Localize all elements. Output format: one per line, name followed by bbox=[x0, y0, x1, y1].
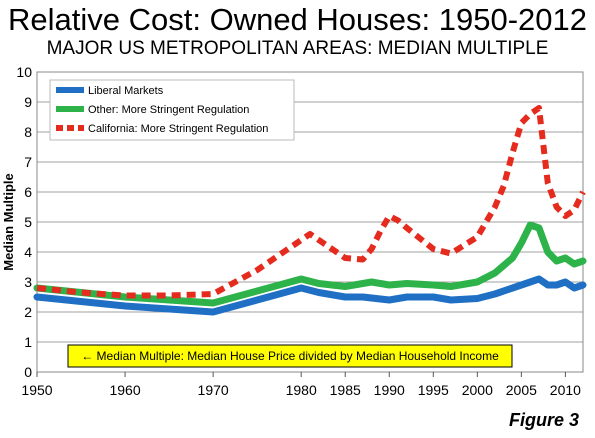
chart-title: Relative Cost: Owned Houses: 1950-2012 bbox=[8, 2, 587, 37]
annotation-box: ← Median Multiple: Median House Price di… bbox=[67, 344, 513, 368]
x-tick-label: 2010 bbox=[550, 382, 581, 398]
x-tick-label: 1995 bbox=[418, 382, 449, 398]
x-axis-ticks: 1950 1960 1970 1980 1985 1990 1995 2000 2005 2010 bbox=[21, 372, 581, 398]
series-lines bbox=[33, 105, 587, 316]
x-tick-label: 1980 bbox=[286, 382, 317, 398]
y-axis-ticks: 0 1 2 3 4 5 6 7 8 9 10 bbox=[16, 64, 32, 380]
y-axis-label: Median Multiple bbox=[1, 173, 16, 271]
y-tick-label: 2 bbox=[24, 304, 32, 320]
y-tick-label: 4 bbox=[24, 244, 32, 260]
legend-box bbox=[49, 79, 295, 141]
y-tick-label: 8 bbox=[24, 124, 32, 140]
series-line bbox=[36, 105, 586, 299]
series-line bbox=[33, 221, 587, 307]
y-tick-label: 3 bbox=[24, 274, 32, 290]
y-tick-label: 1 bbox=[24, 334, 32, 350]
series-line bbox=[33, 275, 587, 316]
annotation-background bbox=[67, 344, 513, 368]
x-tick-label: 1950 bbox=[21, 382, 52, 398]
x-tick-label: 1990 bbox=[374, 382, 405, 398]
y-tick-label: 10 bbox=[16, 64, 32, 80]
x-tick-label: 1985 bbox=[330, 382, 361, 398]
y-tick-label: 5 bbox=[24, 214, 32, 230]
legend: Liberal Markets Other: More Stringent Reg… bbox=[49, 79, 295, 141]
legend-label: California: More Stringent Regulation bbox=[88, 123, 268, 135]
plot-area-frame bbox=[36, 71, 584, 373]
chart-subtitle: MAJOR US METROPOLITAN AREAS: MEDIAN MULT… bbox=[46, 38, 549, 59]
x-tick-label: 2005 bbox=[506, 382, 537, 398]
legend-label: Other: More Stringent Regulation bbox=[88, 104, 249, 116]
y-tick-label: 9 bbox=[24, 94, 32, 110]
y-tick-label: 7 bbox=[24, 154, 32, 170]
x-tick-label: 1970 bbox=[198, 382, 229, 398]
x-tick-label: 1960 bbox=[109, 382, 140, 398]
x-tick-label: 2000 bbox=[462, 382, 493, 398]
annotation-text: ← Median Multiple: Median House Price di… bbox=[81, 349, 499, 363]
y-tick-label: 0 bbox=[24, 364, 32, 380]
figure-label: Figure 3 bbox=[508, 410, 579, 430]
legend-label: Liberal Markets bbox=[88, 85, 164, 97]
y-tick-label: 6 bbox=[24, 184, 32, 200]
